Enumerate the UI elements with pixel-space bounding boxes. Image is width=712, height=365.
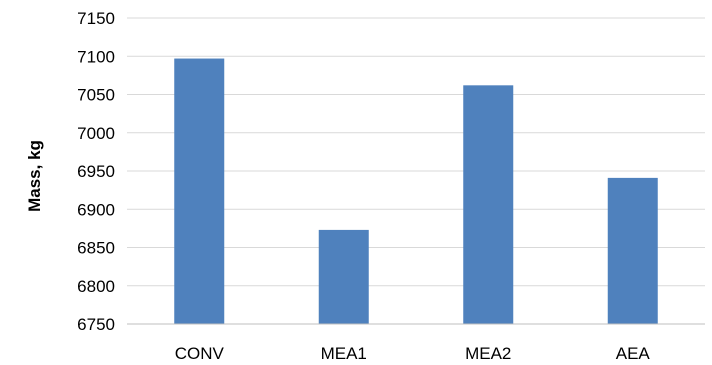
y-tick-labels: 6750 6800 6850 6900 6950 7000 7050 7100 7150 (77, 9, 115, 334)
y-tick-label: 7050 (77, 86, 115, 105)
y-tick-label: 6750 (77, 315, 115, 334)
bar-aea (607, 177, 658, 324)
bars (174, 58, 658, 325)
y-axis-title: Mass, kg (25, 140, 44, 212)
y-tick-label: 6950 (77, 162, 115, 181)
bar-mea2 (463, 85, 514, 324)
bar-conv (174, 58, 225, 325)
x-tick-labels: CONV MEA1 MEA2 AEA (175, 344, 651, 363)
y-tick-label: 7150 (77, 9, 115, 28)
x-tick-label-aea: AEA (616, 344, 651, 363)
x-tick-label-mea2: MEA2 (465, 344, 511, 363)
y-tick-label: 6800 (77, 277, 115, 296)
y-tick-label: 7000 (77, 124, 115, 143)
x-tick-label-conv: CONV (175, 344, 225, 363)
x-tick-label-mea1: MEA1 (321, 344, 367, 363)
y-tick-label: 7100 (77, 47, 115, 66)
y-tick-label: 6850 (77, 239, 115, 258)
bar-mea1 (318, 229, 369, 324)
y-tick-label: 6900 (77, 200, 115, 219)
